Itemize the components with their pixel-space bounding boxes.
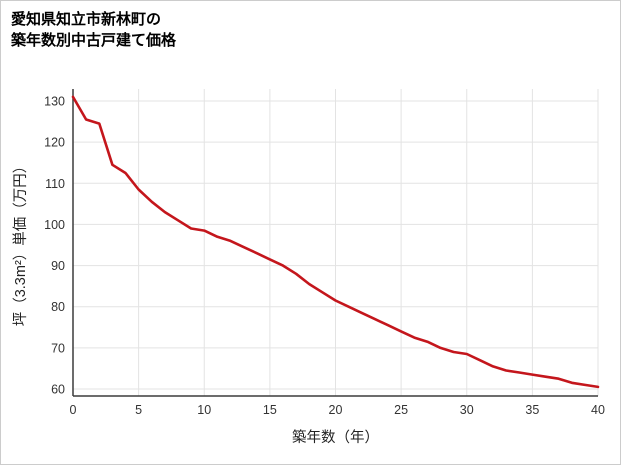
y-axis-title: 坪（3.3m²）単価（万円） bbox=[12, 159, 29, 327]
gridlines bbox=[73, 89, 599, 396]
y-tick-label: 90 bbox=[51, 259, 65, 273]
x-tick-label: 30 bbox=[460, 403, 474, 417]
x-tick-labels: 0 5 10 15 20 25 30 35 40 bbox=[70, 403, 605, 417]
chart-title-line1: 愛知県知立市新林町の bbox=[11, 11, 162, 28]
y-tick-label: 60 bbox=[51, 383, 65, 397]
x-tick-label: 10 bbox=[197, 403, 211, 417]
x-tick-label: 0 bbox=[70, 403, 77, 417]
chart-title: 愛知県知立市新林町の 築年数別中古戸建て価格 bbox=[11, 9, 176, 51]
x-tick-label: 25 bbox=[394, 403, 408, 417]
x-tick-label: 15 bbox=[263, 403, 277, 417]
y-tick-label: 110 bbox=[45, 177, 65, 191]
y-tick-label: 100 bbox=[44, 218, 65, 232]
y-tick-label: 70 bbox=[51, 341, 65, 355]
x-tick-label: 20 bbox=[329, 403, 343, 417]
x-tick-label: 40 bbox=[591, 403, 605, 417]
x-axis-title: 築年数（年） bbox=[292, 428, 379, 446]
chart-title-line2: 築年数別中古戸建て価格 bbox=[11, 32, 177, 49]
price-line bbox=[71, 95, 600, 389]
y-tick-label: 130 bbox=[44, 95, 65, 109]
y-tick-labels: 60 70 80 90 100 110 120 130 bbox=[44, 95, 65, 397]
axes bbox=[72, 89, 598, 397]
x-tick-label: 35 bbox=[525, 403, 539, 417]
y-tick-label: 120 bbox=[44, 136, 65, 150]
x-tick-label: 5 bbox=[135, 403, 142, 417]
y-tick-label: 80 bbox=[51, 300, 65, 314]
